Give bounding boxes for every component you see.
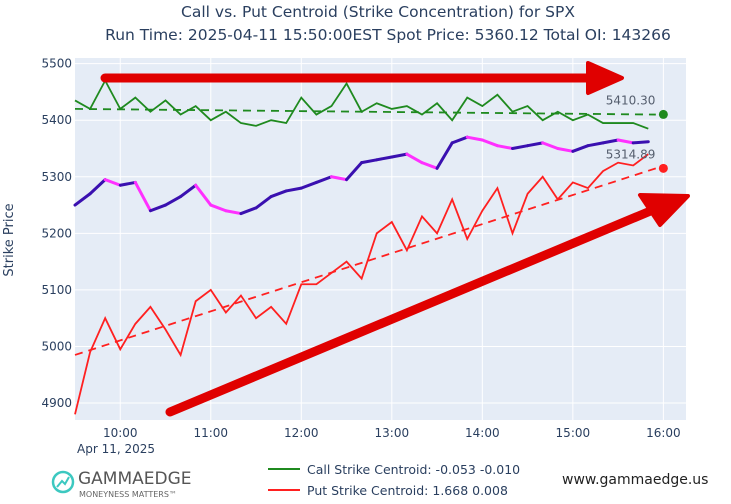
spot-price-segment: [616, 138, 635, 145]
x-tick-label: 12:00: [284, 426, 319, 440]
x-tick-label: 13:00: [375, 426, 410, 440]
spot-price-segment: [329, 175, 349, 182]
end-marker-label: 5314.89: [606, 147, 656, 161]
y-tick-label: 5400: [41, 113, 72, 127]
arrow-top-head: [586, 61, 624, 95]
logo-chart-icon: [56, 476, 70, 488]
spot-price-segment: [224, 209, 243, 216]
x-tick-label: 11:00: [193, 426, 228, 440]
spot-price-segment: [194, 183, 213, 207]
spot-price-segment: [269, 189, 288, 199]
put-trend-line: [74, 167, 657, 356]
x-tick-label: 10:00: [103, 426, 138, 440]
annotation-arrows: [100, 61, 690, 417]
spot-price-segment: [209, 203, 228, 213]
spot-price-segment: [571, 144, 590, 153]
chart-subtitle: Run Time: 2025-04-11 15:50:00EST Spot Pr…: [105, 26, 671, 44]
spot-price-segment: [118, 180, 137, 187]
x-tick-label: 16:00: [646, 426, 681, 440]
y-tick-label: 5200: [41, 226, 72, 240]
spot-price-segment: [450, 135, 469, 145]
legend-put: Put Strike Centroid: 1.668 0.008: [307, 483, 508, 498]
arrow-bottom: [165, 202, 665, 417]
spot-price-segment: [284, 186, 303, 193]
logo-tagline: MONEYNESS MATTERS™: [79, 490, 177, 499]
y-tick-label: 5500: [41, 57, 72, 71]
spot-price-segment: [179, 183, 198, 199]
legend-call: Call Strike Centroid: -0.053 -0.010: [307, 462, 520, 477]
website: www.gammaedge.us: [562, 472, 708, 488]
arrow-bottom-head: [638, 193, 690, 227]
spot-price-segment: [164, 195, 183, 207]
spot-price-segment: [586, 141, 605, 148]
date-label: Apr 11, 2025: [77, 442, 155, 456]
spot-price-segment: [541, 141, 560, 150]
end-marker: [658, 163, 668, 173]
spot-price-segment: [631, 140, 650, 145]
spot-price-segment: [148, 203, 168, 213]
logo-icon: [51, 470, 75, 494]
spot-price-segment: [420, 161, 439, 170]
spot-price-segment: [103, 178, 122, 187]
spot-price-segment: [495, 144, 515, 150]
spot-price-segment: [345, 161, 364, 182]
spot-price-segment: [465, 135, 484, 142]
logo-text: GAMMAEDGE: [78, 469, 192, 489]
spot-price-segment: [73, 192, 92, 207]
spot-price-segment: [254, 195, 273, 210]
y-axis-label: Strike Price: [2, 203, 17, 276]
y-tick-label: 4900: [41, 396, 72, 410]
end-marker-label: 5410.30: [606, 93, 656, 107]
spot-price-segment: [526, 141, 545, 148]
spot-price-segment: [435, 141, 454, 170]
spot-price-segment: [299, 180, 318, 190]
logo: GAMMAEDGE MONEYNESS MATTERS™: [51, 469, 192, 499]
x-tick-label: 14:00: [465, 426, 500, 440]
spot-price-segment: [88, 178, 107, 196]
spot-price-segment: [405, 152, 424, 165]
put-centroid-line: [74, 153, 649, 415]
chart-title: Call vs. Put Centroid (Strike Concentrat…: [181, 3, 575, 21]
y-tick-label: 5300: [41, 170, 72, 184]
y-tick-label: 5000: [41, 339, 72, 353]
spot-price-segment: [480, 138, 499, 148]
y-tick-label: 5100: [41, 283, 72, 297]
spot-price-segment: [239, 206, 258, 216]
x-tick-label: 15:00: [556, 426, 591, 440]
spot-price-segment: [314, 175, 333, 184]
spot-price-segment: [360, 158, 379, 165]
spot-price-segment: [511, 144, 530, 150]
spot-price-segment: [556, 147, 575, 153]
end-marker: [658, 109, 668, 119]
spot-price-segment: [601, 138, 620, 145]
legend: Call Strike Centroid: -0.053 -0.010 Put …: [268, 462, 520, 498]
spot-price-segment: [390, 152, 409, 159]
spot-price-segment: [375, 155, 394, 162]
spot-price-segment: [133, 180, 152, 213]
